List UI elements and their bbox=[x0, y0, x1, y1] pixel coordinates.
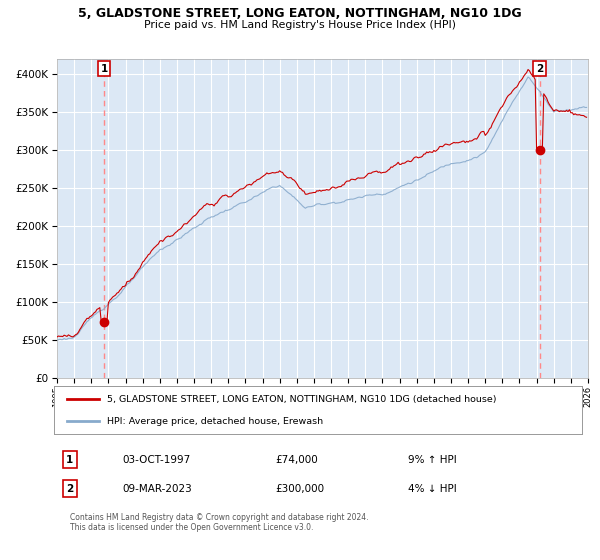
Text: HPI: Average price, detached house, Erewash: HPI: Average price, detached house, Erew… bbox=[107, 417, 323, 426]
Text: 2: 2 bbox=[536, 64, 544, 73]
Text: £74,000: £74,000 bbox=[276, 455, 319, 465]
Text: Price paid vs. HM Land Registry's House Price Index (HPI): Price paid vs. HM Land Registry's House … bbox=[144, 20, 456, 30]
Text: £300,000: £300,000 bbox=[276, 484, 325, 493]
Text: 03-OCT-1997: 03-OCT-1997 bbox=[122, 455, 191, 465]
Text: 4% ↓ HPI: 4% ↓ HPI bbox=[408, 484, 457, 493]
Text: 1: 1 bbox=[100, 64, 108, 73]
Text: 09-MAR-2023: 09-MAR-2023 bbox=[122, 484, 193, 493]
Text: 5, GLADSTONE STREET, LONG EATON, NOTTINGHAM, NG10 1DG (detached house): 5, GLADSTONE STREET, LONG EATON, NOTTING… bbox=[107, 395, 496, 404]
Text: Contains HM Land Registry data © Crown copyright and database right 2024.
This d: Contains HM Land Registry data © Crown c… bbox=[70, 513, 368, 532]
Text: 5, GLADSTONE STREET, LONG EATON, NOTTINGHAM, NG10 1DG: 5, GLADSTONE STREET, LONG EATON, NOTTING… bbox=[78, 7, 522, 20]
Text: 1: 1 bbox=[66, 455, 73, 465]
Text: 2: 2 bbox=[66, 484, 73, 493]
Text: 9% ↑ HPI: 9% ↑ HPI bbox=[408, 455, 457, 465]
